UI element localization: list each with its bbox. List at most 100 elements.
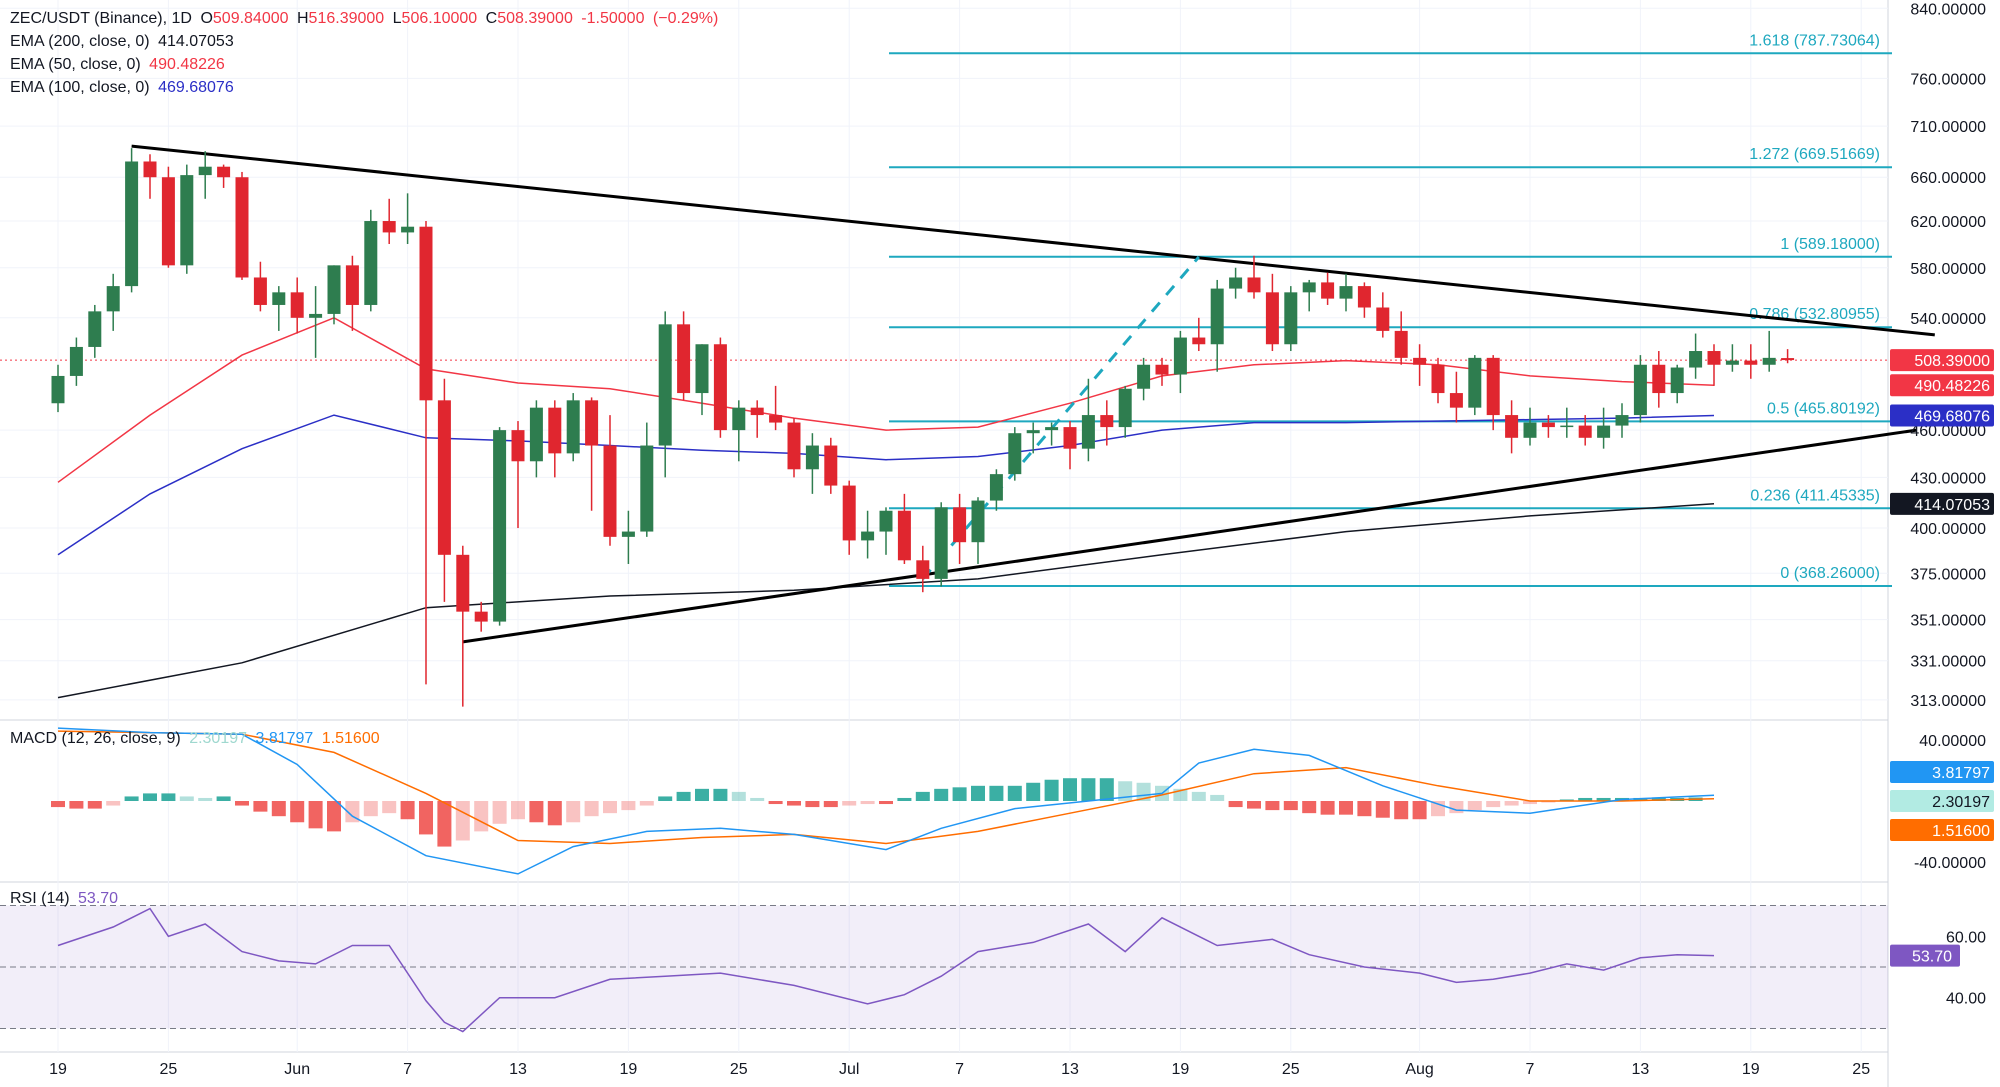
candle-body	[180, 175, 194, 266]
candle-body	[437, 400, 451, 555]
candle-body	[1173, 337, 1187, 375]
ema100-legend[interactable]: EMA (100, close, 0) 469.68076	[10, 79, 238, 97]
time-tick-label: Jun	[284, 1061, 310, 1078]
ema50-legend[interactable]: EMA (50, close, 0) 490.48226	[10, 56, 229, 74]
time-axis[interactable]: 19 25 Jun 7 13 19 25 Jul 7 13 19 25 Aug 7 13 19 25	[49, 1061, 1870, 1078]
candle	[437, 378, 451, 602]
macd-histogram-bar	[897, 797, 912, 801]
candle	[1762, 330, 1776, 372]
macd-histogram-bar	[915, 791, 930, 801]
candle	[1321, 272, 1335, 305]
macd-line	[57, 727, 1715, 875]
macd-histogram-bar	[584, 801, 599, 817]
candle	[125, 148, 139, 293]
candle	[677, 311, 691, 401]
time-tick-label: 25	[1282, 1061, 1300, 1078]
candle	[290, 277, 304, 334]
candles[interactable]	[51, 148, 1795, 707]
macd-histogram-bar	[161, 793, 176, 801]
candle-body	[861, 531, 875, 541]
trendline	[131, 144, 1935, 337]
rsi-line	[57, 907, 1715, 1033]
candle	[217, 164, 231, 188]
candle-body	[1615, 415, 1629, 426]
candle-body	[1155, 364, 1169, 375]
candle-body	[1376, 307, 1390, 331]
candle-body	[953, 507, 967, 543]
candle	[493, 427, 507, 626]
candle	[419, 221, 433, 685]
candle	[1376, 292, 1390, 338]
price-axis[interactable]: 840.00000 760.00000 710.00000 660.00000 620.…	[1910, 1, 1986, 1007]
time-tick-label: 7	[403, 1061, 412, 1078]
candle	[456, 545, 470, 707]
candle-body	[732, 407, 746, 431]
macd-badge-bg	[1890, 790, 1994, 812]
candle-body	[1265, 292, 1279, 345]
macd-signal-line	[57, 730, 1715, 845]
macd-histogram-bar	[713, 788, 728, 801]
candle	[1173, 330, 1187, 394]
candle-body	[989, 474, 1003, 501]
candle-body	[566, 400, 580, 454]
candle	[235, 171, 249, 280]
candle-body	[1449, 393, 1463, 408]
trendline	[462, 428, 1917, 644]
price-tick-label: 460.00000	[1910, 423, 1986, 440]
ema200-legend[interactable]: EMA (200, close, 0) 414.07053	[10, 33, 238, 51]
price-badge-text: 414.07053	[1914, 497, 1990, 514]
candle-body	[1302, 282, 1316, 293]
time-tick-label: 19	[49, 1061, 67, 1078]
macd-histogram-bar	[1063, 778, 1077, 801]
rsi-tick-label: 60.00	[1946, 929, 1986, 946]
candle	[1118, 385, 1132, 438]
candle-body	[290, 292, 304, 318]
candle	[364, 209, 378, 312]
candle	[1449, 371, 1463, 423]
candle	[1431, 357, 1445, 404]
candle-body	[1652, 364, 1666, 394]
macd-histogram-bar	[805, 801, 820, 808]
fib-level-label: 0.786 (532.80955)	[1749, 306, 1880, 323]
macd-histogram-bar	[87, 801, 102, 809]
candle	[401, 193, 415, 245]
fib-level-label: 0 (368.26000)	[1780, 565, 1880, 582]
price-badge-bg	[1890, 374, 1994, 397]
macd-hist-value: 2.30197	[189, 730, 248, 747]
candle-body	[456, 554, 470, 612]
macd-histogram-bar	[1467, 801, 1482, 811]
rsi-legend[interactable]: RSI (14) 53.70	[10, 890, 122, 908]
macd-legend[interactable]: MACD (12, 26, close, 9) 2.30197 3.81797 …	[10, 730, 384, 748]
macd-histogram-bar	[1320, 801, 1335, 815]
open-label: O	[200, 10, 213, 27]
candle-body	[474, 611, 488, 622]
candle	[640, 422, 654, 537]
candle	[345, 255, 359, 331]
macd-histogram-bar	[474, 801, 489, 832]
price-tick-label: 580.00000	[1910, 261, 1986, 278]
time-tick-label: 7	[1526, 1061, 1535, 1078]
candle-body	[235, 177, 249, 278]
candle	[1468, 355, 1482, 416]
price-tick-label: 540.00000	[1910, 311, 1986, 328]
candle-body	[934, 507, 948, 579]
candle	[1633, 355, 1647, 423]
time-tick-label: 13	[1632, 1061, 1650, 1078]
candle	[989, 469, 1003, 511]
candle	[971, 497, 985, 564]
macd-label: MACD (12, 26, close, 9)	[10, 730, 181, 747]
candle-body	[750, 407, 764, 416]
macd-histogram-bar	[1449, 801, 1464, 814]
price-badge-text: 508.39000	[1914, 353, 1990, 370]
candle	[1707, 344, 1721, 386]
candle-body	[1229, 277, 1243, 289]
candle-body	[272, 292, 286, 305]
ema200-value: 414.07053	[158, 33, 234, 50]
price-badges: 508.39000 490.48226 469.68076 414.07053 3.81…	[1890, 349, 1994, 967]
candle	[382, 198, 396, 245]
candle	[548, 400, 562, 478]
candle-body	[511, 430, 525, 462]
candle	[732, 400, 746, 462]
candle-body	[51, 375, 65, 404]
